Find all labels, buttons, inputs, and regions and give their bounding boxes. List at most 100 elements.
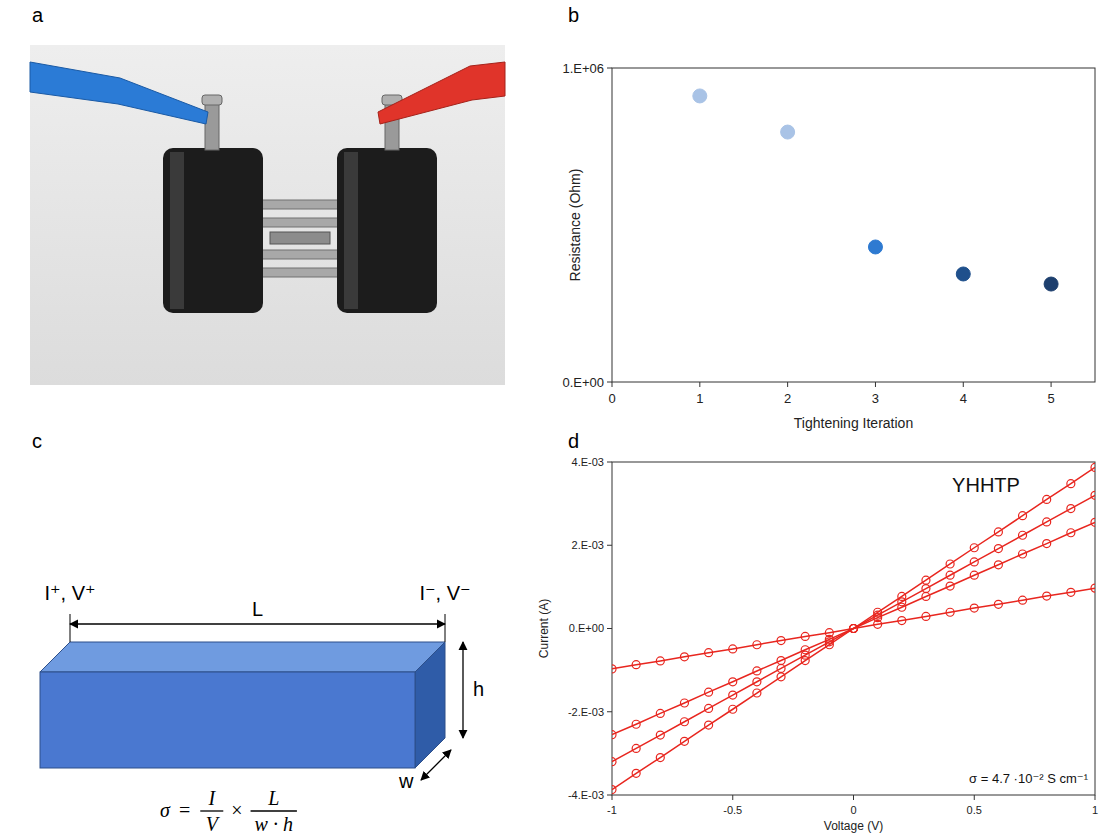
denominator: w · h (255, 813, 293, 835)
y-tick-label: -4.E-03 (568, 789, 604, 801)
formula: σ=IV×Lw · h (160, 787, 297, 835)
point (956, 267, 970, 281)
bar-side (415, 642, 445, 768)
point (680, 653, 688, 661)
y-tick-label: 4.E-03 (572, 456, 604, 468)
point (777, 664, 785, 672)
point (1091, 518, 1095, 526)
x-tick-label: 0 (608, 391, 615, 406)
point (970, 571, 978, 579)
y-axis-title: Resistance (Ohm) (567, 169, 583, 282)
point (656, 709, 664, 717)
point (632, 661, 640, 669)
point (1043, 495, 1051, 503)
point (1044, 277, 1058, 291)
x-tick (963, 382, 964, 387)
series-line (612, 467, 1095, 789)
y-tick-label: -2.E-03 (568, 706, 604, 718)
marks (612, 463, 1095, 793)
numerator: I (207, 787, 216, 809)
y-tick (607, 628, 612, 629)
x-tick (1051, 382, 1052, 387)
x-axis-title: Voltage (V) (824, 819, 883, 833)
point (729, 705, 737, 713)
y-tick-label: 2.E-03 (572, 539, 604, 551)
series-line (612, 522, 1095, 734)
rod (255, 268, 345, 277)
x-tick-label: 3 (872, 391, 879, 406)
point (1043, 518, 1051, 526)
point (994, 561, 1002, 569)
x-tick-label: 4 (960, 391, 967, 406)
point (656, 731, 664, 739)
y-tick-label: 0.E+00 (569, 622, 604, 634)
point (693, 89, 707, 103)
point (705, 721, 713, 729)
point (777, 657, 785, 665)
point (946, 571, 954, 579)
extension-line (445, 614, 446, 642)
point (898, 603, 906, 611)
point (1019, 531, 1027, 539)
point (1043, 540, 1051, 548)
series-line (612, 495, 1095, 761)
highlight (170, 152, 184, 309)
point (868, 240, 882, 254)
photo (30, 45, 505, 385)
y-tick (607, 68, 612, 69)
formula-symbol: σ (160, 799, 171, 821)
x-tick-label: 0.5 (967, 804, 982, 816)
clip-red (378, 62, 505, 124)
point (705, 704, 713, 712)
chart: -1-0.500.51-4.E-03-2.E-030.E+002.E-034.E… (537, 456, 1099, 833)
point (922, 592, 930, 600)
point (970, 558, 978, 566)
fraction-bar (251, 810, 297, 811)
panel-letter: b (568, 4, 579, 26)
width-label: w (398, 770, 414, 792)
point (1043, 592, 1051, 600)
cylinder-left (163, 148, 263, 313)
point (922, 612, 930, 620)
formula-times: × (231, 799, 242, 821)
point (729, 691, 737, 699)
x-axis-title: Tightening Iteration (794, 415, 913, 431)
panel-letter: d (568, 430, 579, 452)
point (753, 678, 761, 686)
point (612, 665, 616, 673)
x-tick-label: 0 (850, 804, 856, 816)
annotation: YHHTP (952, 474, 1020, 496)
plot-frame (612, 68, 1095, 382)
fraction-bar (200, 810, 223, 811)
x-tick-label: 1 (696, 391, 703, 406)
point (898, 617, 906, 625)
y-tick (607, 545, 612, 546)
point (777, 673, 785, 681)
x-tick-label: -0.5 (723, 804, 742, 816)
point (825, 629, 833, 637)
x-tick-label: 5 (1047, 391, 1054, 406)
point (753, 689, 761, 697)
point (1067, 505, 1075, 513)
y-tick (607, 711, 612, 712)
length-arrow (70, 623, 445, 624)
point (632, 744, 640, 752)
x-tick (853, 795, 854, 800)
point (1019, 550, 1027, 558)
point (705, 649, 713, 657)
y-axis-title: Current (A) (537, 599, 551, 658)
point (612, 758, 616, 766)
point (705, 688, 713, 696)
point (1019, 512, 1027, 520)
point (946, 560, 954, 568)
series-line (612, 588, 1095, 669)
rod (255, 250, 345, 259)
panel-letter: a (32, 4, 44, 26)
rod (255, 200, 345, 209)
clip-blue (30, 62, 208, 124)
point (777, 637, 785, 645)
x-tick (732, 795, 733, 800)
formula-equals: = (179, 799, 190, 821)
point (729, 678, 737, 686)
point (1091, 463, 1095, 471)
